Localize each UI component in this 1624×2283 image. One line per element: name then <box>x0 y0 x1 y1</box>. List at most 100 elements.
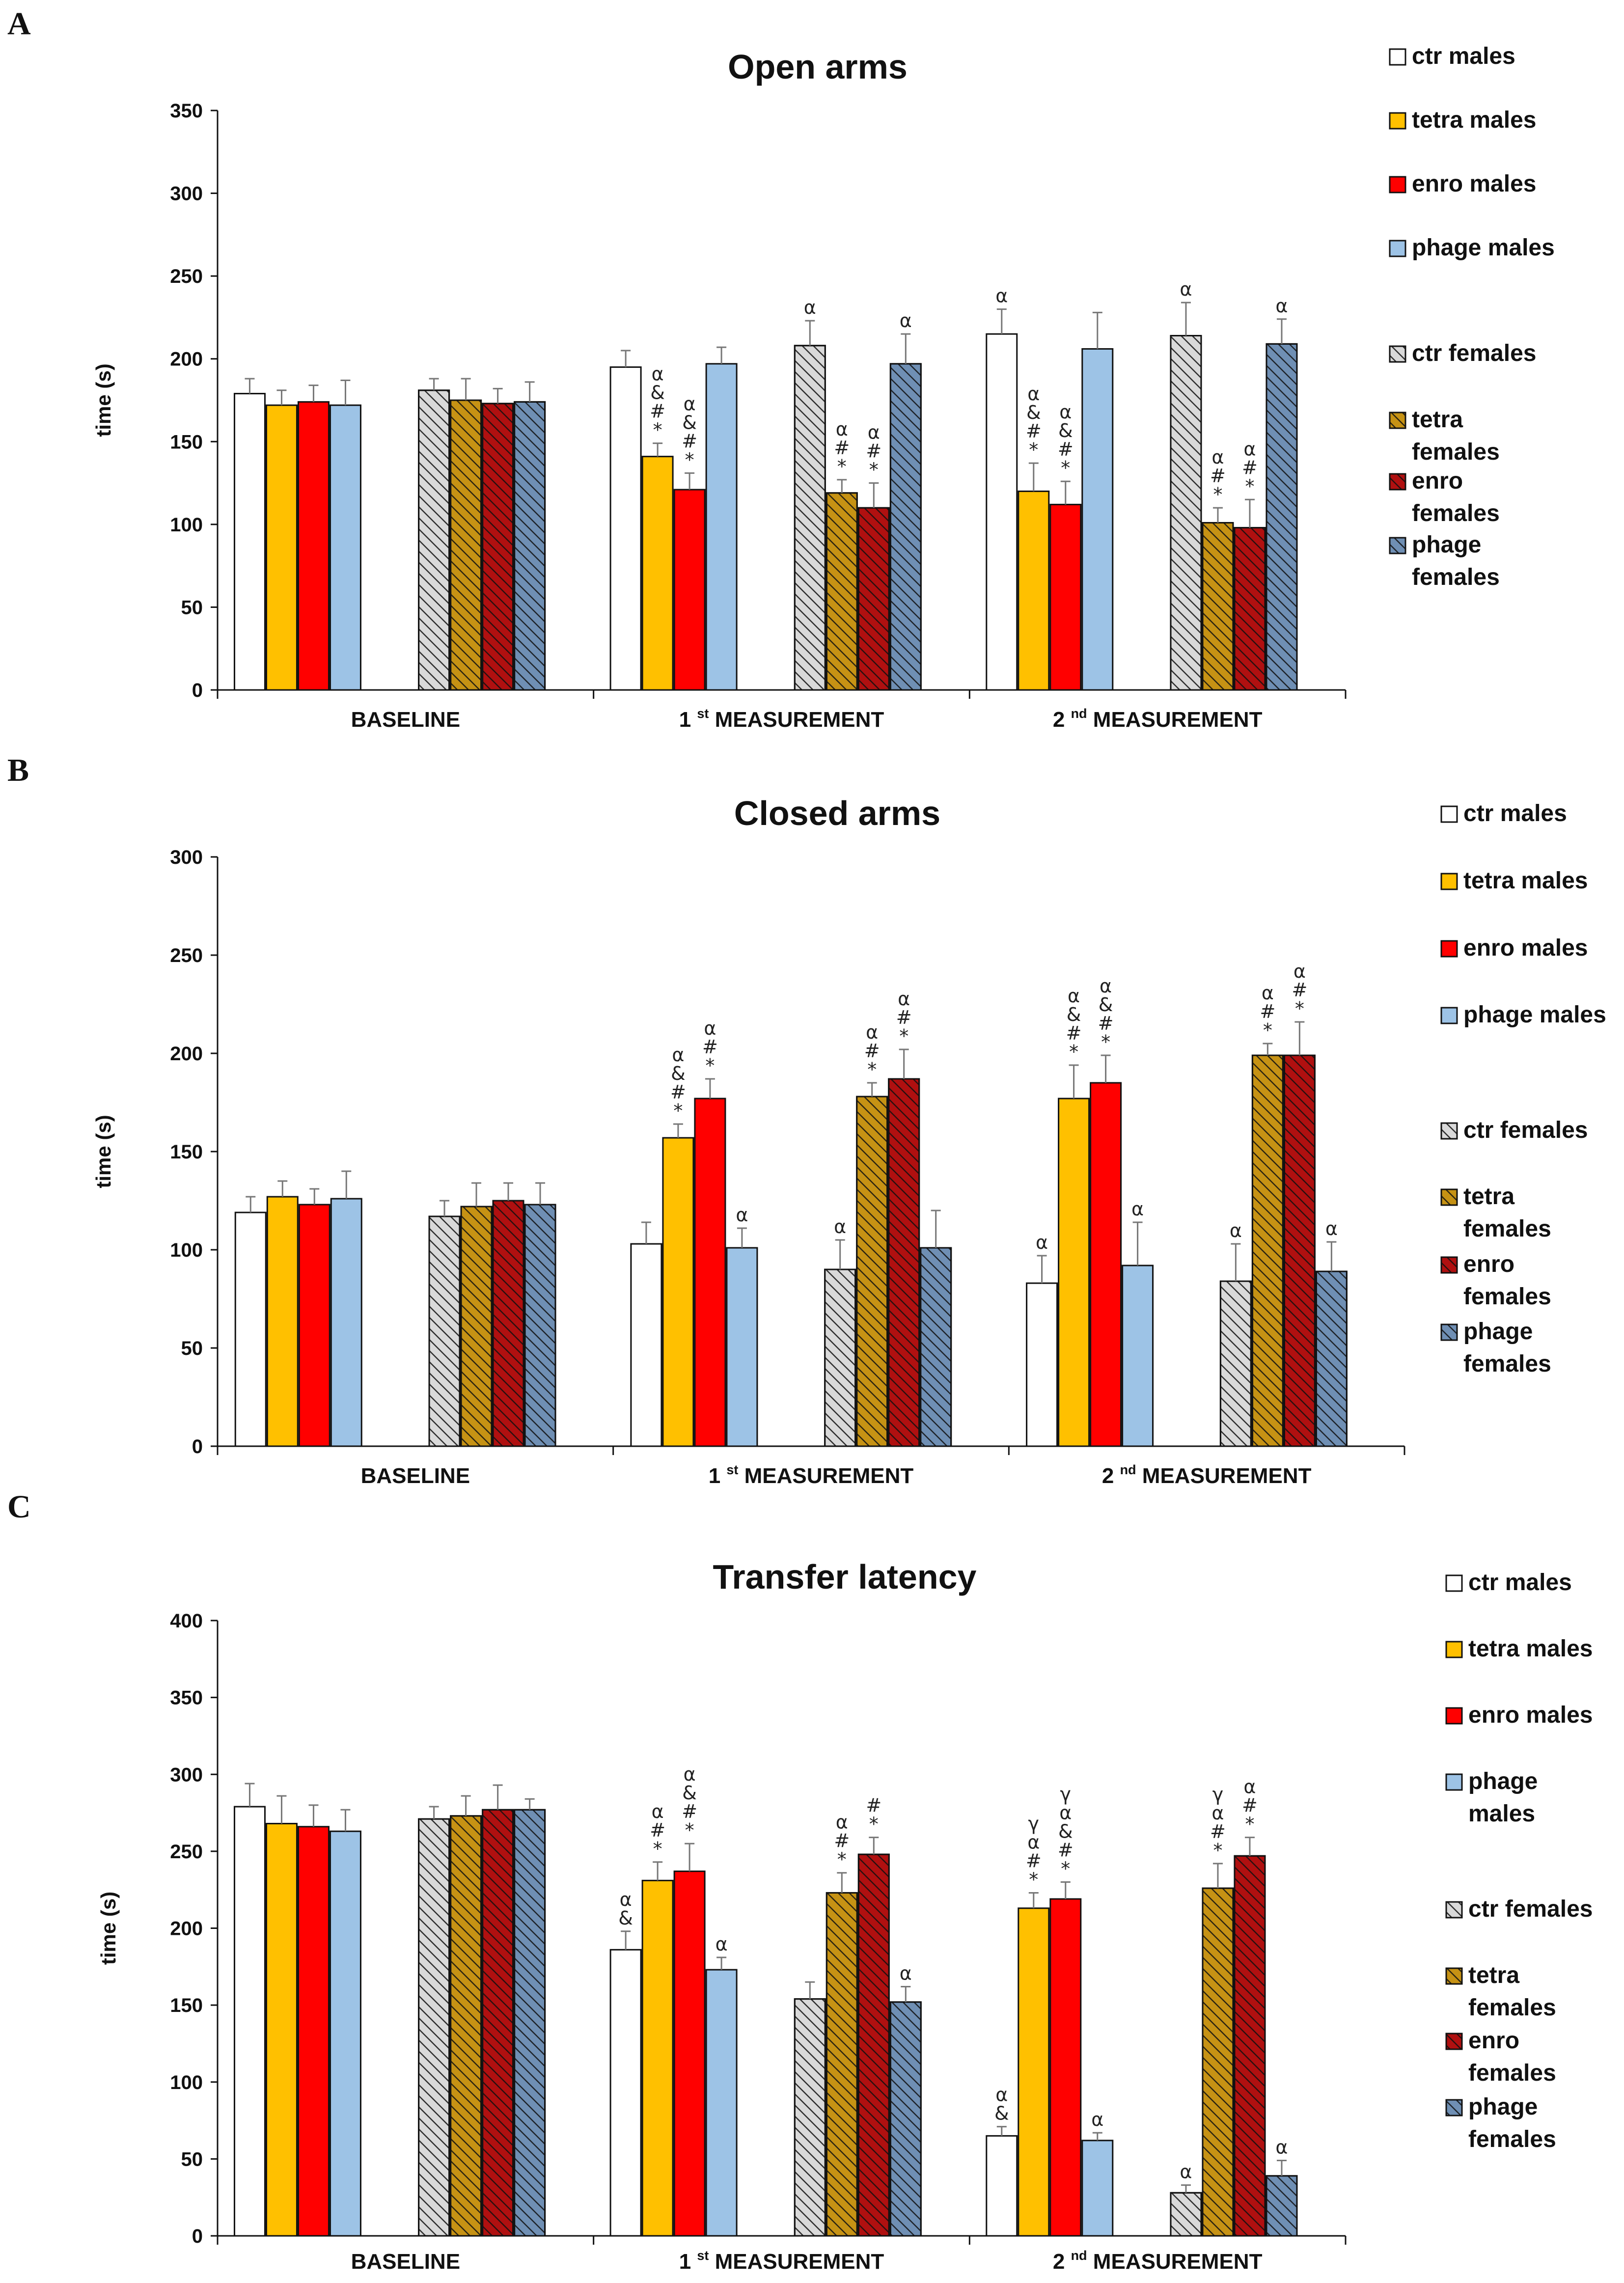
legend: ctr males tetra males enro males phage male… <box>1440 800 1606 1377</box>
error-bar <box>869 482 879 508</box>
error-bar <box>1060 1881 1071 1899</box>
legend-label-enro_f: enro <box>1468 2028 1519 2054</box>
error-bar <box>805 1981 815 1999</box>
error-bar <box>471 1182 482 1207</box>
error-bar <box>1069 1064 1079 1099</box>
error-bar <box>1212 507 1223 523</box>
legend-label-phage_f: phage <box>1468 2094 1538 2120</box>
error-bar <box>246 1196 256 1212</box>
bar-hatch-phage_f-cat1 <box>514 1809 546 2237</box>
legend-label-phage_f: females <box>1463 1351 1551 1377</box>
significance-mark: # <box>682 430 697 452</box>
error-bar <box>1092 311 1102 349</box>
significance-mark: α <box>1100 975 1112 997</box>
y-axis-label: time (s) <box>97 1892 120 1965</box>
error-bar <box>673 1123 683 1138</box>
bar-ctr-cat2 <box>630 1243 662 1447</box>
significance-mark: * <box>705 1055 715 1076</box>
legend-label-ctr: ctr males <box>1468 1569 1572 1595</box>
x-category-label: BASELINE <box>361 1464 470 1488</box>
significance-mark: γ <box>1028 1813 1040 1834</box>
error-bar <box>524 381 535 402</box>
significance-mark: & <box>1058 420 1073 441</box>
significance-mark: α <box>866 1021 878 1043</box>
bar-tetra-cat3 <box>1058 1098 1090 1447</box>
significance-mark: * <box>685 449 694 470</box>
legend-swatch-hatch-phage_f <box>1445 2099 1463 2117</box>
error-bar <box>899 1048 909 1079</box>
bar-hatch-ctr_f-cat2 <box>794 1998 826 2237</box>
x-category-label: 2 nd MEASUREMENT <box>1053 706 1263 732</box>
significance-mark: # <box>864 1040 880 1062</box>
bar-phage-cat3 <box>1081 348 1114 691</box>
error-bar <box>1231 1243 1241 1281</box>
x-category-label: 2 nd MEASUREMENT <box>1102 1462 1312 1488</box>
y-tick-label: 0 <box>192 2226 203 2247</box>
legend-swatch-ctr <box>1445 1574 1463 1592</box>
x-category-label: BASELINE <box>351 2250 460 2274</box>
legend-label-phage: males <box>1468 1801 1535 1827</box>
error-bar <box>621 350 631 367</box>
panel-letter: A <box>7 6 31 42</box>
significance-mark: α <box>1211 446 1224 468</box>
significance-mark: # <box>1026 1850 1042 1871</box>
bar-hatch-enro_f-cat1 <box>482 403 514 691</box>
significance-mark: α <box>1230 1220 1242 1241</box>
significance-mark: α <box>1243 438 1256 460</box>
legend-swatch-hatch-tetra_f <box>1389 412 1406 429</box>
error-bar <box>1212 1863 1223 1889</box>
significance-mark: γ <box>1212 1784 1224 1805</box>
significance-mark: α <box>1091 2109 1103 2130</box>
bar-hatch-tetra_f-cat2 <box>856 1096 888 1447</box>
significance-mark: # <box>866 1795 881 1816</box>
bar-hatch-tetra_f-cat1 <box>460 1206 493 1447</box>
error-bar <box>1244 498 1255 528</box>
chart-panel-c: C Transfer latency 0 50 100 150 200 250 300 350 40… <box>7 1489 1593 2274</box>
significance-mark: α <box>836 1812 848 1833</box>
y-tick-label: 0 <box>192 1436 203 1458</box>
error-bar <box>535 1182 546 1205</box>
bar-tetra-cat2 <box>641 456 674 691</box>
chart-title: Closed arms <box>734 794 940 832</box>
error-bar <box>503 1182 514 1201</box>
bar-phage-cat2 <box>705 363 738 691</box>
error-bar <box>685 1843 695 1871</box>
error-bar <box>340 380 351 406</box>
bar-tetra-cat3 <box>1018 490 1050 691</box>
error-bar <box>461 378 471 400</box>
significance-mark: * <box>1213 484 1222 505</box>
error-bar <box>837 479 847 493</box>
significance-mark: # <box>1058 439 1073 460</box>
bar-hatch-tetra_f-cat3 <box>1202 522 1234 691</box>
y-tick-label: 250 <box>170 266 203 287</box>
bar-tetra-cat2 <box>641 1879 674 2237</box>
legend-label-enro: enro males <box>1412 171 1536 197</box>
error-bar <box>245 1783 255 1807</box>
significance-mark: α <box>868 422 880 443</box>
significance-mark: # <box>1260 1001 1275 1022</box>
significance-mark: * <box>1213 1840 1222 1861</box>
y-tick-label: 250 <box>170 945 203 966</box>
error-bar <box>1326 1241 1337 1271</box>
error-bar <box>493 1784 503 1810</box>
legend-swatch-tetra <box>1445 1641 1463 1658</box>
y-tick-label: 250 <box>170 1841 203 1863</box>
error-bar <box>1181 2184 1191 2193</box>
significance-mark: * <box>1029 439 1038 461</box>
significance-mark: * <box>869 1814 879 1835</box>
error-bar <box>440 1200 450 1216</box>
legend-label-tetra: tetra males <box>1412 107 1536 133</box>
bar-hatch-tetra_f-cat2 <box>826 1892 858 2237</box>
bar-hatch-ctr_f-cat1 <box>418 389 450 691</box>
y-tick-label: 100 <box>170 2072 203 2093</box>
bar-hatch-tetra_f-cat3 <box>1251 1054 1284 1447</box>
legend-label-tetra: tetra males <box>1468 1636 1593 1662</box>
bar-phage-cat2 <box>726 1247 758 1447</box>
significance-mark: α <box>620 1889 632 1910</box>
y-tick-label: 200 <box>170 1918 203 1940</box>
significance-mark: α <box>1294 961 1306 982</box>
significance-mark: α <box>1262 982 1274 1004</box>
error-bar <box>837 1872 847 1893</box>
panel-letter: B <box>7 752 29 788</box>
